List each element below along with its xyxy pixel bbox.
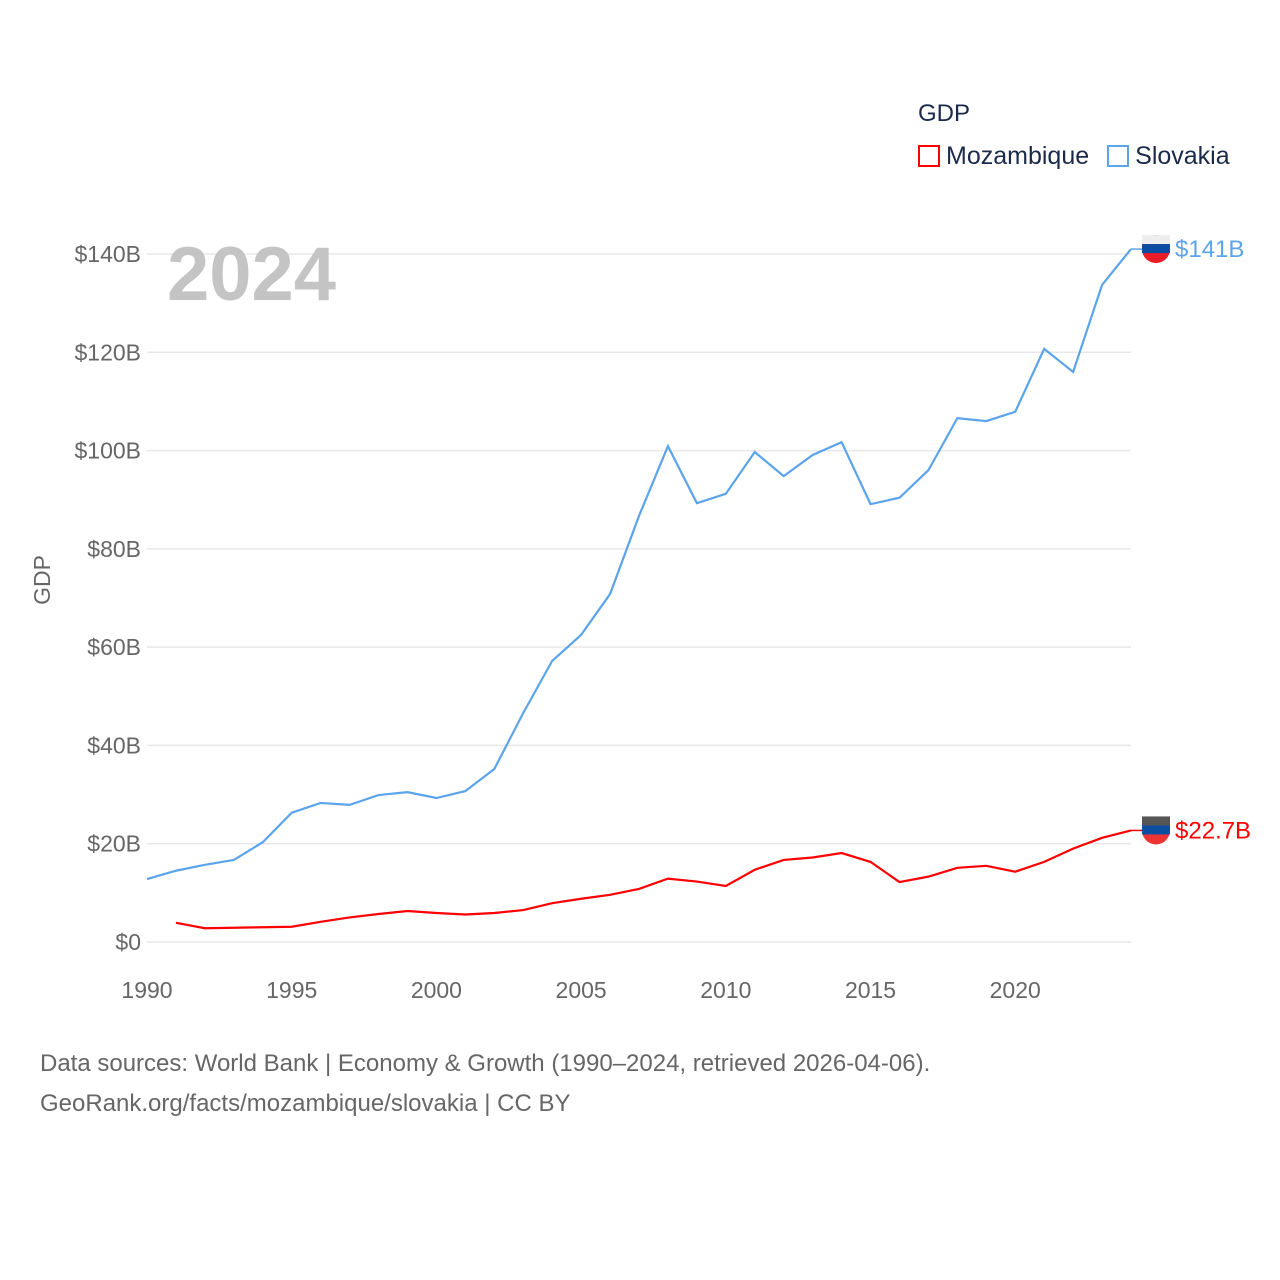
legend: Mozambique Slovakia bbox=[918, 142, 1230, 171]
flag-stripe bbox=[1142, 825, 1170, 835]
x-tick-label: 2020 bbox=[990, 977, 1041, 1003]
y-tick-label: $20B bbox=[87, 831, 141, 857]
end-value-label: $141B bbox=[1175, 236, 1244, 263]
y-axis-label: GDP bbox=[29, 555, 55, 605]
y-tick-label: $60B bbox=[87, 634, 141, 660]
source-note: Data sources: World Bank | Economy & Gro… bbox=[40, 1044, 930, 1124]
x-tick-label: 1990 bbox=[121, 977, 172, 1003]
y-tick-label: $100B bbox=[74, 438, 141, 464]
legend-item-slovakia[interactable]: Slovakia bbox=[1107, 142, 1230, 171]
year-label: 2024 bbox=[167, 232, 336, 317]
x-tick-label: 2000 bbox=[411, 977, 462, 1003]
y-tick-label: $140B bbox=[74, 241, 141, 267]
legend-label: Slovakia bbox=[1135, 142, 1230, 170]
y-tick-label: $40B bbox=[87, 732, 141, 758]
x-tick-label: 1995 bbox=[266, 977, 317, 1003]
y-tick-label: $80B bbox=[87, 536, 141, 562]
source-link[interactable]: GeoRank.org/facts/mozambique/slovakia | … bbox=[40, 1090, 571, 1117]
legend-item-mozambique[interactable]: Mozambique bbox=[918, 142, 1089, 171]
end-value-label: $22.7B bbox=[1175, 817, 1251, 844]
source-line: Data sources: World Bank | Economy & Gro… bbox=[40, 1050, 931, 1077]
series-line-mozambique bbox=[175, 829, 1132, 930]
x-tick-label: 2005 bbox=[556, 977, 607, 1003]
legend-title: GDP bbox=[918, 100, 971, 127]
x-tick-label: 2015 bbox=[845, 977, 896, 1003]
legend-swatch bbox=[1107, 145, 1130, 167]
legend-label: Mozambique bbox=[946, 142, 1090, 170]
flag-stripe bbox=[1142, 244, 1170, 254]
y-tick-label: $0 bbox=[115, 929, 141, 955]
series-line-slovakia bbox=[146, 248, 1132, 881]
legend-swatch bbox=[918, 145, 940, 167]
flag-stripe bbox=[1142, 816, 1170, 826]
x-tick-label: 2010 bbox=[700, 977, 751, 1003]
y-tick-label: $120B bbox=[74, 339, 141, 365]
flag-stripe bbox=[1142, 235, 1170, 245]
